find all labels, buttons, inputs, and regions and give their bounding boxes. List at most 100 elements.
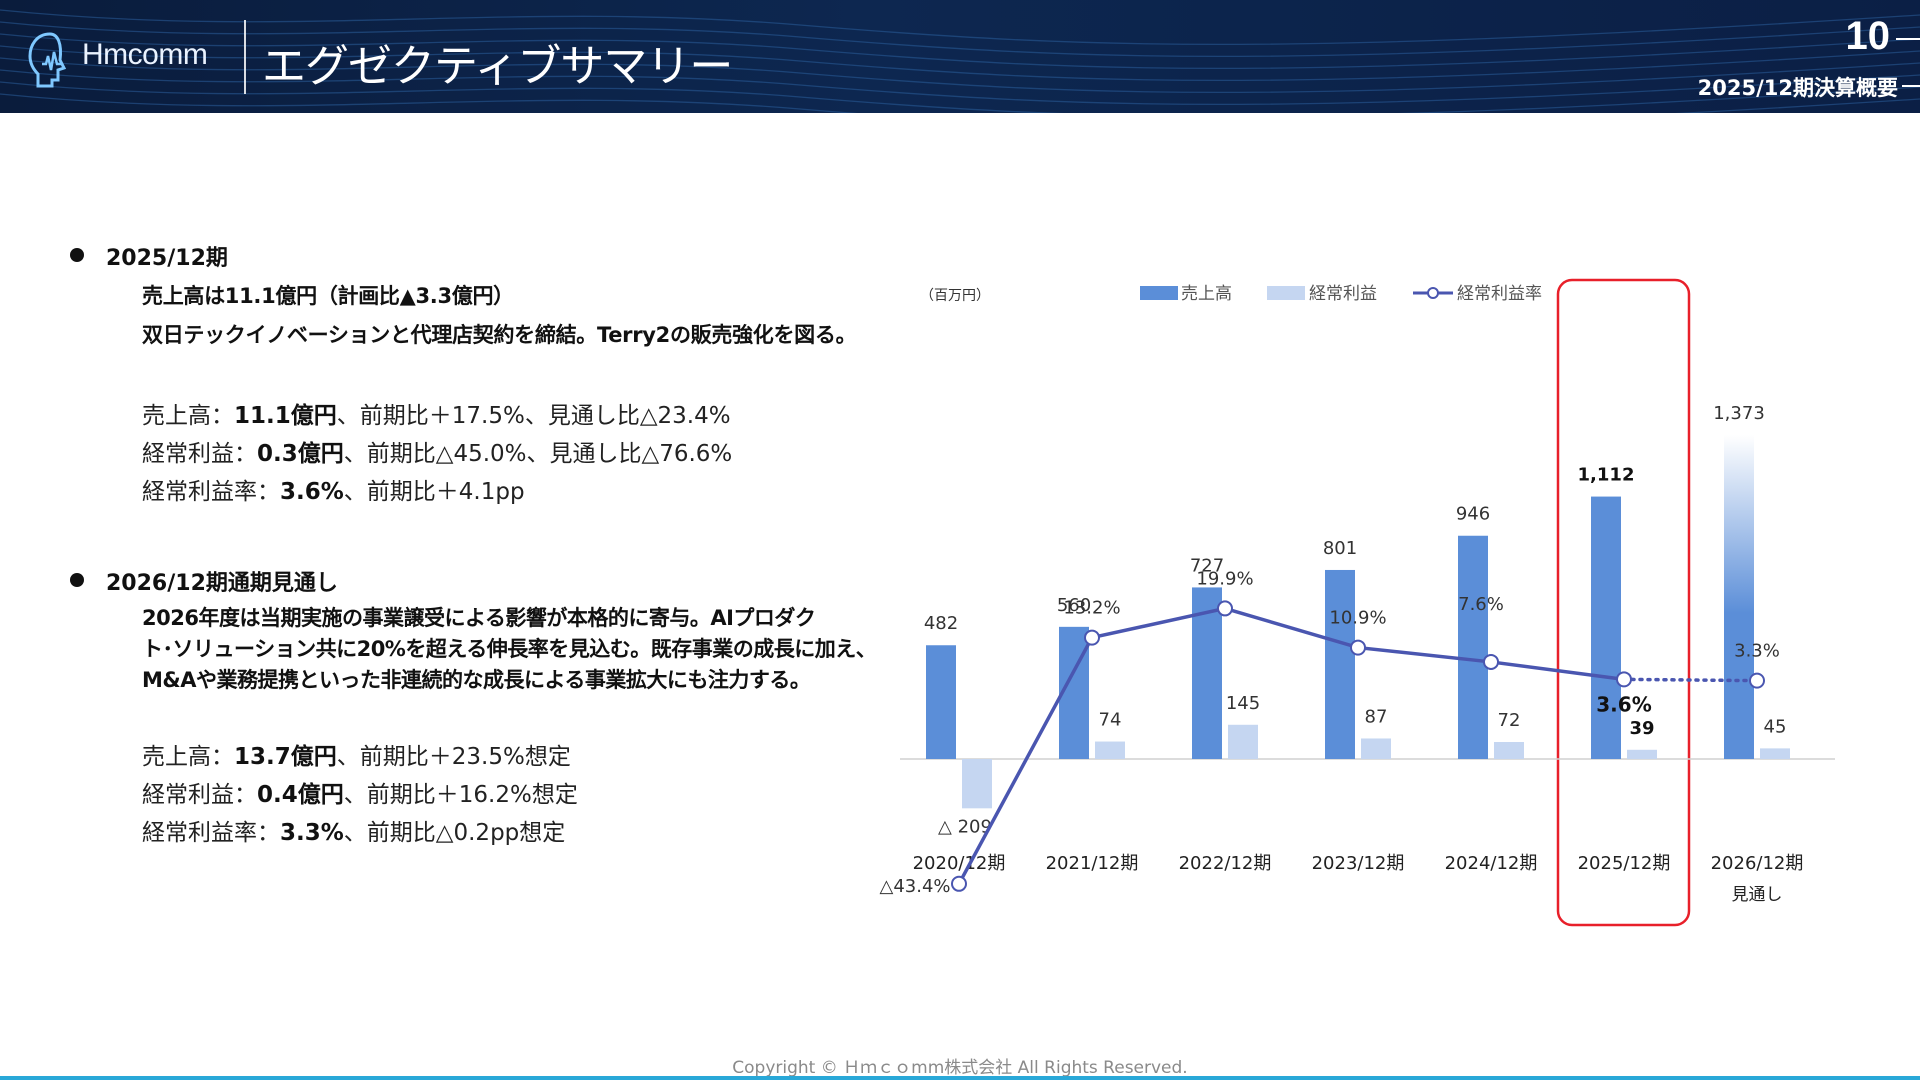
stat-detail: 、前期比△0.2pp想定 — [343, 820, 566, 846]
x-tick-label: 2025/12期 — [1578, 853, 1671, 874]
title-separator — [244, 20, 246, 94]
wave-pattern — [0, 9, 1920, 113]
stat-value: 11.1億円 — [234, 403, 337, 429]
data-label-rate: 7.6% — [1458, 594, 1504, 615]
data-label-sales: 482 — [924, 613, 958, 634]
paragraph-line: ト･ソリューション共に20%を超える伸長率を見込む。既存事業の成長に加え、 — [142, 637, 877, 661]
bar-sales — [1724, 434, 1754, 759]
stat-sales: 売上高：11.1億円、前期比＋17.5%、見通し比△23.4% — [142, 396, 731, 430]
header-banner: Hmcomm エグゼクティブサマリー 10 2025/12期決算概要 — [0, 0, 1920, 113]
bar-sales — [1325, 569, 1355, 759]
rate-line-forecast — [1622, 677, 1759, 683]
legend-swatch-sales — [1140, 286, 1178, 300]
data-label-rate: 13.2% — [1063, 598, 1120, 619]
data-label-sales: 801 — [1323, 538, 1357, 559]
stat-label: 経常利益率： — [142, 820, 280, 846]
data-label-sales: 560 — [1057, 595, 1091, 616]
bullet-icon — [70, 573, 84, 587]
x-tick-label: 2024/12期 — [1445, 853, 1538, 874]
data-label-rate: 3.3% — [1734, 641, 1780, 662]
page-number-rule — [1896, 38, 1920, 40]
rate-marker — [1217, 600, 1233, 617]
stat-ordinary-profit: 経常利益：0.3億円、前期比△45.0%、見通し比△76.6% — [142, 434, 732, 468]
rate-line — [957, 606, 1625, 885]
stat-profit-rate: 経常利益率：3.6%、前期比＋4.1pp — [142, 472, 525, 506]
data-label-rate: 19.9% — [1196, 568, 1253, 589]
footer-rule — [0, 1076, 1920, 1080]
bullet-icon — [70, 248, 84, 262]
bar-ordinary-profit — [962, 759, 992, 809]
unit-label: （百万円） — [920, 288, 990, 304]
data-label-ordinary-profit: 145 — [1226, 693, 1260, 714]
stat-detail: 、前期比＋23.5%想定 — [336, 744, 571, 770]
data-label-sales: 1,112 — [1578, 465, 1635, 486]
summary-line: 双日テックイノベーションと代理店契約を締結。Terry2の販売強化を図る。 — [142, 323, 857, 347]
data-label-ordinary-profit: 87 — [1365, 706, 1388, 727]
rate-marker — [1350, 639, 1366, 656]
data-label-sales: 1,373 — [1713, 403, 1765, 424]
data-label-ordinary-profit: 74 — [1099, 710, 1122, 731]
legend-swatch-ordinary — [1267, 286, 1305, 300]
stat-label: 売上高： — [142, 403, 234, 429]
stat-profit-rate: 経常利益率：3.3%、前期比△0.2pp想定 — [142, 813, 565, 847]
stat-value: 13.7億円 — [234, 744, 337, 770]
stat-value: 3.3% — [280, 820, 344, 846]
forecast-paragraph: 2026年度は当期実施の事業譲受による影響が本格的に寄与。AIプロダク ト･ソリ… — [142, 603, 962, 696]
stat-label: 経常利益： — [142, 441, 257, 467]
stat-value: 0.3億円 — [257, 441, 344, 467]
stat-detail: 、前期比＋4.1pp — [343, 479, 525, 505]
stat-detail: 、前期比＋16.2%想定 — [343, 782, 578, 808]
legend-label-ordinary: 経常利益 — [1309, 284, 1377, 304]
legend-label-sales: 売上高 — [1181, 284, 1232, 304]
data-label-ordinary-profit: △ 209 — [938, 816, 992, 837]
stat-value: 3.6% — [280, 479, 344, 505]
data-label-rate: 10.9% — [1329, 608, 1386, 629]
bar-ordinary-profit — [1627, 749, 1657, 759]
stat-detail: 、前期比＋17.5%、見通し比△23.4% — [336, 403, 731, 429]
page-subtitle: 2025/12期決算概要 — [1697, 76, 1898, 100]
bar-ordinary-profit — [1361, 738, 1391, 759]
hmcomm-logo-icon — [28, 32, 67, 88]
stat-label: 経常利益率： — [142, 479, 280, 505]
data-label-rate: 3.6% — [1596, 692, 1651, 716]
x-tick-label: 2021/12期 — [1046, 853, 1139, 874]
data-label-ordinary-profit: 45 — [1764, 716, 1787, 737]
stat-label: 売上高： — [142, 744, 234, 770]
highlight-box — [1556, 278, 1691, 927]
stat-value: 0.4億円 — [257, 782, 344, 808]
data-label-ordinary-profit: 39 — [1629, 718, 1654, 739]
bar-sales — [926, 645, 956, 759]
paragraph-line: M&Aや業務提携といった非連続的な成長による事業拡大にも注力する。 — [142, 668, 811, 692]
summary-line: 売上高は11.1億円（計画比▲3.3億円） — [142, 284, 514, 308]
copyright-text: Copyright © Ｈｍｃｏmm株式会社 All Rights Reserv… — [732, 1058, 1188, 1078]
rate-marker — [1616, 671, 1632, 688]
legend-label-rate: 経常利益率 — [1457, 284, 1542, 304]
data-label-sales: 946 — [1456, 504, 1490, 525]
stat-detail: 、前期比△45.0%、見通し比△76.6% — [343, 441, 733, 467]
stat-sales: 売上高：13.7億円、前期比＋23.5%想定 — [142, 737, 571, 771]
bar-sales — [1458, 535, 1488, 759]
bar-sales — [1591, 496, 1621, 759]
rate-marker — [1749, 672, 1765, 689]
x-tick-label: 2022/12期 — [1179, 853, 1272, 874]
page-title: エグゼクティブサマリー — [262, 41, 733, 92]
bar-ordinary-profit — [1095, 741, 1125, 759]
stat-label: 経常利益： — [142, 782, 257, 808]
paragraph-line: 2026年度は当期実施の事業譲受による影響が本格的に寄与。AIプロダク — [142, 606, 816, 630]
stat-ordinary-profit: 経常利益：0.4億円、前期比＋16.2%想定 — [142, 775, 578, 809]
x-tick-label: 2020/12期 — [913, 853, 1006, 874]
x-tick-label: 2026/12期 — [1711, 853, 1804, 874]
rate-marker — [951, 875, 967, 892]
data-label-rate: △43.4% — [879, 876, 950, 897]
bar-ordinary-profit — [1494, 742, 1524, 759]
x-tick-note: 見通し — [1732, 885, 1783, 905]
logo-text: Hmcomm — [82, 38, 208, 71]
bar-ordinary-profit — [1228, 724, 1258, 759]
page-number: 10 — [1845, 14, 1891, 58]
bar-ordinary-profit — [1760, 748, 1790, 759]
page-subtitle-rule — [1902, 85, 1920, 87]
data-label-sales: 727 — [1190, 555, 1224, 576]
data-label-ordinary-profit: 72 — [1498, 710, 1521, 731]
rate-marker — [1084, 629, 1100, 646]
legend-marker-rate — [1427, 287, 1439, 299]
